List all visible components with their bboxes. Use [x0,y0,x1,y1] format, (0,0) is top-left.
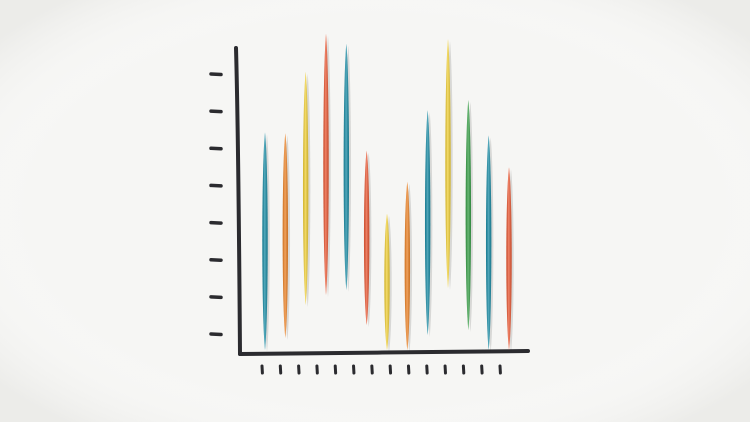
x-axis-line [238,349,530,356]
toothpick-shine [424,110,431,335]
toothpick [323,33,331,297]
y-tick-mark [209,220,223,225]
toothpick-shine [445,39,451,288]
toothpicks-layer [262,33,514,352]
toothpick [465,100,474,332]
toothpick-shine [343,43,350,291]
toothpick-shine [404,181,411,350]
toothpick-shine [262,132,268,350]
toothpick [424,110,433,337]
y-tick-mark [209,72,223,77]
x-axis-ticks [260,364,502,375]
toothpick [445,39,453,290]
toothpick [404,181,413,352]
y-tick-mark [209,257,223,262]
toothpick [282,133,291,340]
toothpick [262,132,270,352]
toothpick-shine [282,133,289,338]
y-axis-line [234,46,242,356]
toothpick-shine [485,135,492,350]
y-tick-mark [209,183,223,188]
y-tick-mark [209,109,223,114]
toothpick-shine [465,100,472,330]
y-tick-mark [209,146,223,151]
toothpick-shine [506,167,512,350]
y-axis-ticks [209,72,223,337]
y-tick-mark [209,295,223,300]
toothpick-shine [302,71,309,305]
toothpick [384,213,392,352]
toothpick [363,150,372,327]
toothpick [485,135,494,352]
toothpick [302,71,311,307]
toothpick [343,43,352,293]
toothpick-shine [384,213,390,350]
y-tick-mark [209,332,223,337]
toothpick-shine [363,150,370,325]
toothpick [506,167,514,352]
toothpick-shine [323,33,329,295]
